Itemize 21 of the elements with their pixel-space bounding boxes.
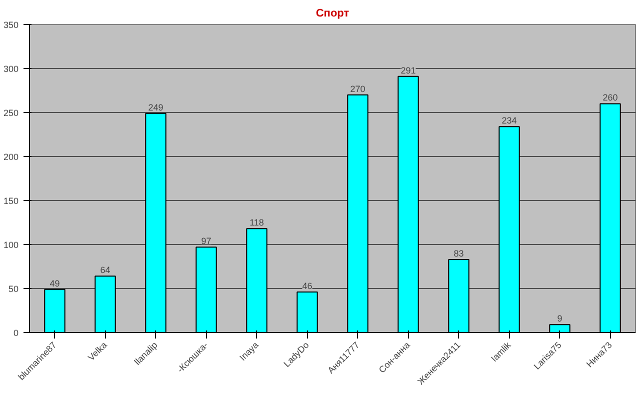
data-label: 260 bbox=[602, 92, 618, 103]
data-label: 9 bbox=[557, 314, 562, 324]
data-label: 46 bbox=[302, 281, 312, 292]
data-label: 49 bbox=[50, 278, 60, 288]
y-tick-label: 50 bbox=[8, 284, 19, 294]
y-tick-label: 350 bbox=[3, 20, 19, 30]
y-tick-label: 200 bbox=[3, 152, 19, 162]
chart-title: Спорт bbox=[316, 8, 350, 20]
data-label: 83 bbox=[454, 248, 464, 258]
data-label: 97 bbox=[201, 236, 212, 246]
data-label: 234 bbox=[502, 116, 517, 126]
data-label: 118 bbox=[250, 218, 264, 228]
data-label: 64 bbox=[100, 265, 110, 276]
data-label: 270 bbox=[350, 84, 366, 94]
y-tick-label: 100 bbox=[3, 240, 19, 250]
y-tick-label: 150 bbox=[3, 196, 19, 206]
y-tick-label: 250 bbox=[3, 108, 19, 118]
data-label: 291 bbox=[400, 65, 416, 76]
y-tick-label: 300 bbox=[3, 64, 19, 74]
data-label: 249 bbox=[148, 102, 164, 112]
y-tick-label: 0 bbox=[13, 328, 19, 338]
